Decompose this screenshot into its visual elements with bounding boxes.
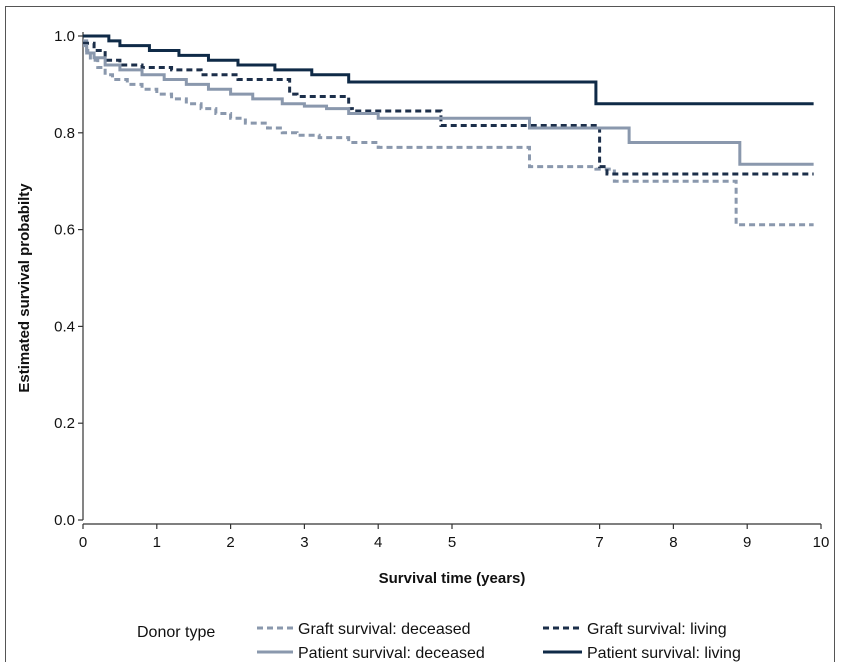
y-tick-label: 1.0 [54,28,75,45]
x-tick-label: 4 [374,534,382,551]
legend-label-patient-deceased: Patient survival: deceased [298,645,485,662]
x-tick-label: 5 [448,534,456,551]
y-tick-label: 0.4 [54,318,75,335]
x-tick-label: 3 [300,534,308,551]
x-tick-label: 7 [595,534,603,551]
x-tick-label: 2 [226,534,234,551]
x-tick-label: 10 [813,534,830,551]
x-tick-label: 0 [79,534,87,551]
series-line-patient-survival-living [83,34,814,106]
axes: 0.0 0.2 0.4 0.6 0.8 1.0 0 1 2 3 4 5 7 8 9 10 [54,28,829,551]
y-axis-title: Estimated survival probabilty [16,183,33,393]
series-line-patient-survival-deceased [83,44,814,166]
legend: Donor type Graft survival: deceased Graf… [137,621,741,662]
series-line-graft-survival-living [83,41,814,176]
y-tick-label: 0.2 [54,415,75,432]
x-tick-label: 8 [669,534,677,551]
series-line-graft-survival-deceased [83,39,814,227]
x-axis-title: Survival time (years) [379,570,526,587]
y-tick-label: 0.6 [54,222,75,239]
legend-label-patient-living: Patient survival: living [587,645,741,662]
series-layer [83,34,814,227]
y-tick-label: 0.8 [54,125,75,142]
x-tick-label: 1 [153,534,161,551]
legend-title: Donor type [137,624,215,641]
x-tick-label: 9 [743,534,751,551]
legend-label-graft-living: Graft survival: living [587,621,727,638]
legend-label-graft-deceased: Graft survival: deceased [298,621,471,638]
figure-frame [5,6,835,662]
y-tick-label: 0.0 [54,512,75,529]
